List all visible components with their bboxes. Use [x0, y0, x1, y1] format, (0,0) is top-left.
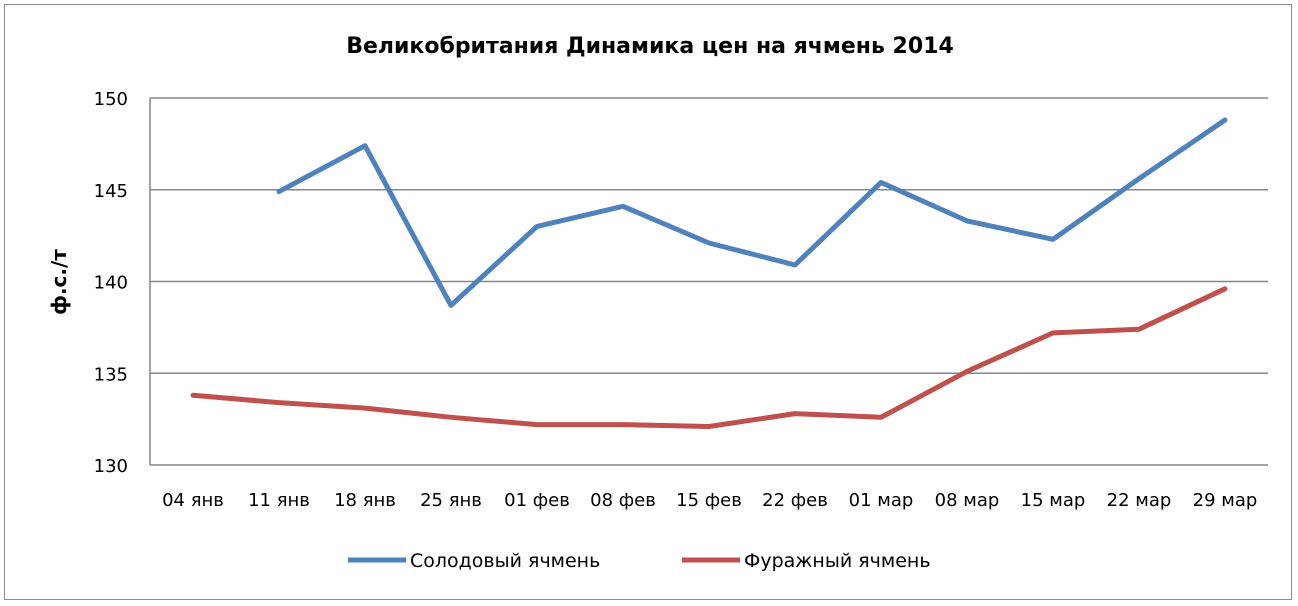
x-tick-label: 15 мар	[1021, 490, 1086, 511]
x-tick-label: 29 мар	[1193, 490, 1258, 511]
x-tick-label: 25 янв	[420, 490, 482, 511]
series-lines	[190, 117, 1228, 429]
x-tick-label: 01 мар	[849, 490, 914, 511]
y-tick-label: 140	[94, 273, 128, 294]
x-tick-labels: 04 янв 11 янв 18 янв 25 янв 01 фев 08 фев 15 ф…	[162, 490, 1257, 511]
x-tick-label: 04 янв	[162, 490, 224, 511]
legend: Солодовый ячмень Фуражный ячмень	[348, 550, 931, 572]
series-line-2	[190, 286, 1228, 429]
x-tick-label: 15 фев	[676, 490, 742, 511]
chart-frame	[4, 4, 1292, 600]
y-tick-labels: 130 135 140 145 150	[94, 89, 128, 477]
y-tick-label: 145	[94, 181, 128, 202]
x-tick-label: 11 янв	[248, 490, 310, 511]
series-line-1	[276, 117, 1228, 308]
x-tick-label: 01 фев	[504, 490, 570, 511]
legend-label: Фуражный ячмень	[744, 550, 931, 572]
y-axis-label: ф.с./т	[47, 249, 71, 315]
chart-title: Великобритания Динамика цен на ячмень 20…	[346, 34, 954, 59]
y-tick-label: 135	[94, 364, 128, 385]
gridlines	[149, 97, 1268, 466]
legend-label: Солодовый ячмень	[410, 550, 600, 572]
x-tick-label: 08 мар	[935, 490, 1000, 511]
x-tick-label: 18 янв	[334, 490, 396, 511]
x-tick-label: 08 фев	[590, 490, 656, 511]
y-tick-label: 150	[94, 89, 128, 110]
x-tick-label: 22 мар	[1107, 490, 1172, 511]
x-tick-label: 22 фев	[762, 490, 828, 511]
y-tick-label: 130	[94, 456, 128, 477]
